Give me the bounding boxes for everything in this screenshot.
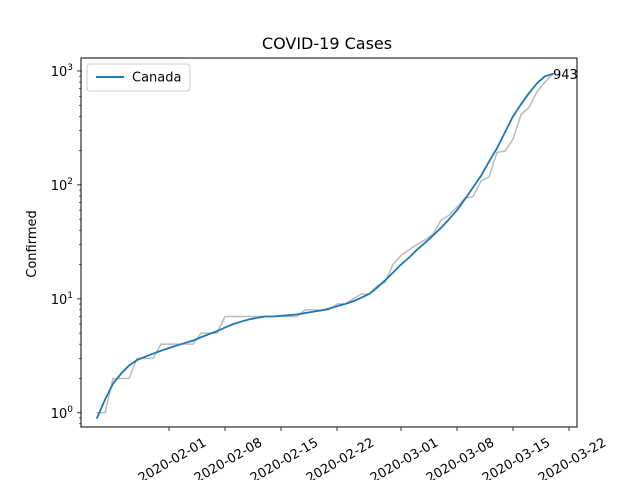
chart-title: COVID-19 Cases	[262, 34, 392, 53]
y-tick-label-exponent: 0	[67, 405, 73, 415]
y-axis-label: Confirmed	[25, 210, 40, 278]
y-tick-label-base: 10	[51, 65, 68, 80]
legend: Canada	[87, 64, 190, 91]
y-tick-label-base: 10	[51, 407, 68, 422]
y-tick-label-exponent: 3	[67, 63, 73, 73]
legend-label-canada: Canada	[132, 71, 181, 86]
y-tick-label-base: 10	[51, 293, 68, 308]
y-tick-label-exponent: 1	[67, 291, 73, 301]
y-tick-label-exponent: 2	[67, 177, 73, 187]
annotation-last-value: 943	[553, 68, 578, 83]
y-tick-label-base: 10	[51, 179, 68, 194]
